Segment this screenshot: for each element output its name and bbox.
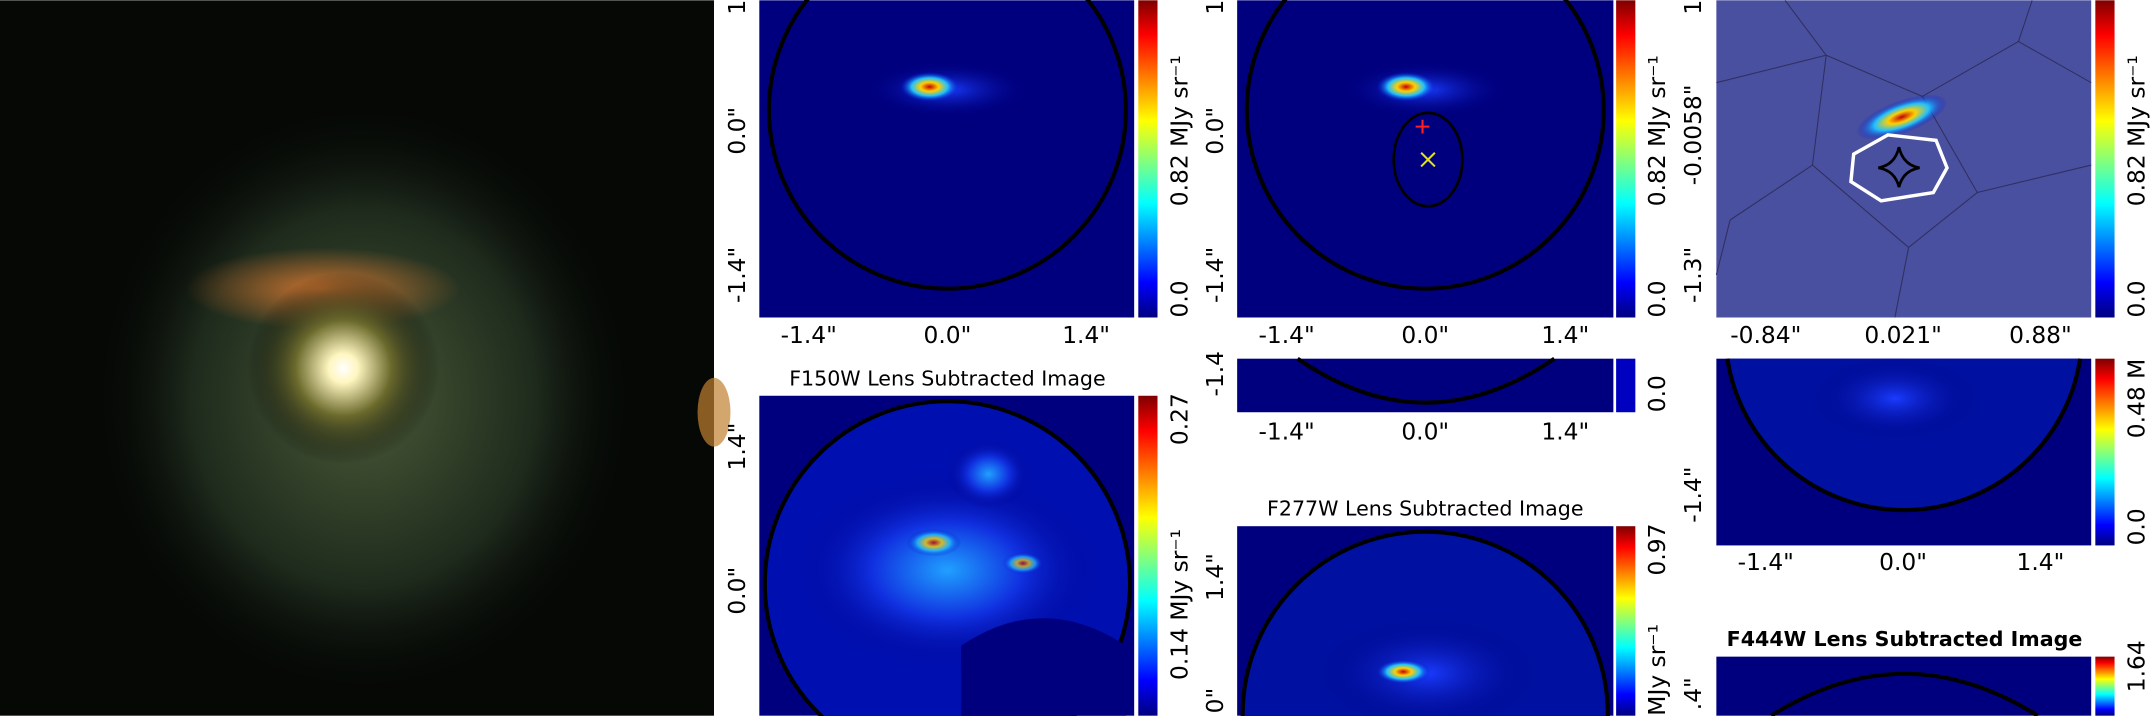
- colorbar-label: 0.0: [1643, 280, 1671, 317]
- y-tick-label: -1.3": [1679, 247, 1707, 303]
- panel: [1237, 526, 1636, 716]
- y-tick-label: -1.4: [1201, 351, 1229, 397]
- x-tick-label: 0.0": [1879, 548, 1927, 576]
- panel: [1716, 656, 2115, 716]
- colorbar-label: 0.0: [1165, 280, 1193, 317]
- panel-title: F277W Lens Subtracted Image: [1267, 497, 1583, 521]
- panel: [1716, 357, 2115, 546]
- panel: [759, 0, 1158, 318]
- y-tick-label: 0": [1201, 688, 1229, 714]
- panel-title: F444W Lens Subtracted Image: [1727, 627, 2083, 651]
- y-tick-label: 1.4": [1201, 553, 1229, 601]
- panel-title: F150W Lens Subtracted Image: [789, 366, 1105, 390]
- colorbar-label: 0.82 MJy sr⁻¹: [1643, 55, 1671, 206]
- colorbar-label: MJy sr⁻¹: [1643, 624, 1671, 716]
- y-tick-label: -1.4": [1201, 247, 1229, 303]
- y-tick-label: 0.0": [723, 107, 751, 155]
- x-tick-label: 0.0": [1401, 417, 1449, 445]
- x-tick-label: 1.4": [1541, 321, 1589, 349]
- x-tick-label: -0.84": [1730, 321, 1801, 349]
- y-tick-label: 0.0": [723, 567, 751, 615]
- colorbar-label: 0.0: [1643, 375, 1671, 412]
- x-tick-label: 0.0": [1401, 321, 1449, 349]
- colorbar-label: 0.0: [2122, 508, 2150, 545]
- x-tick-label: -1.4": [1738, 548, 1794, 576]
- colorbar-label: 0.27: [1165, 393, 1193, 445]
- colorbar-label: 0.0: [2122, 280, 2150, 317]
- y-tick-label: -1.4": [1679, 466, 1707, 522]
- x-tick-label: 0.0": [924, 321, 972, 349]
- color-image: [0, 0, 731, 716]
- panel: [1237, 356, 1636, 413]
- x-tick-label: 0.021": [1864, 321, 1942, 349]
- x-tick-label: 0.88": [2009, 321, 2072, 349]
- y-tick-label: 1: [1679, 0, 1707, 15]
- x-tick-label: -1.4": [1258, 417, 1314, 445]
- x-tick-label: -1.4": [781, 321, 837, 349]
- y-tick-label: -0.0058": [1679, 84, 1707, 185]
- panel: [1237, 0, 1636, 318]
- colorbar-label: 0.82 MJy sr⁻¹: [2122, 55, 2150, 206]
- x-tick-label: -1.4": [1258, 321, 1314, 349]
- panel: [759, 395, 1158, 716]
- colorbar-label: 1.64: [2122, 640, 2150, 692]
- x-tick-label: 1.4": [2016, 548, 2064, 576]
- x-tick-label: 1.4": [1062, 321, 1110, 349]
- y-tick-label: 1: [1201, 0, 1229, 15]
- colorbar-label: 0.82 MJy sr⁻¹: [1165, 55, 1193, 206]
- panel: [1715, 0, 2115, 318]
- y-tick-label: 0.0": [1201, 107, 1229, 155]
- y-tick-label: -1.4": [723, 247, 751, 303]
- x-tick-label: 1.4": [1541, 417, 1589, 445]
- y-tick-label: 1.4": [723, 423, 751, 471]
- colorbar-label: 0.14 MJy sr⁻¹: [1165, 529, 1193, 680]
- colorbar-label: 0.97: [1643, 524, 1671, 576]
- y-tick-label: .4": [1679, 677, 1707, 710]
- y-tick-label: 1: [723, 0, 751, 15]
- colorbar-label: 0.48 M: [2122, 359, 2150, 438]
